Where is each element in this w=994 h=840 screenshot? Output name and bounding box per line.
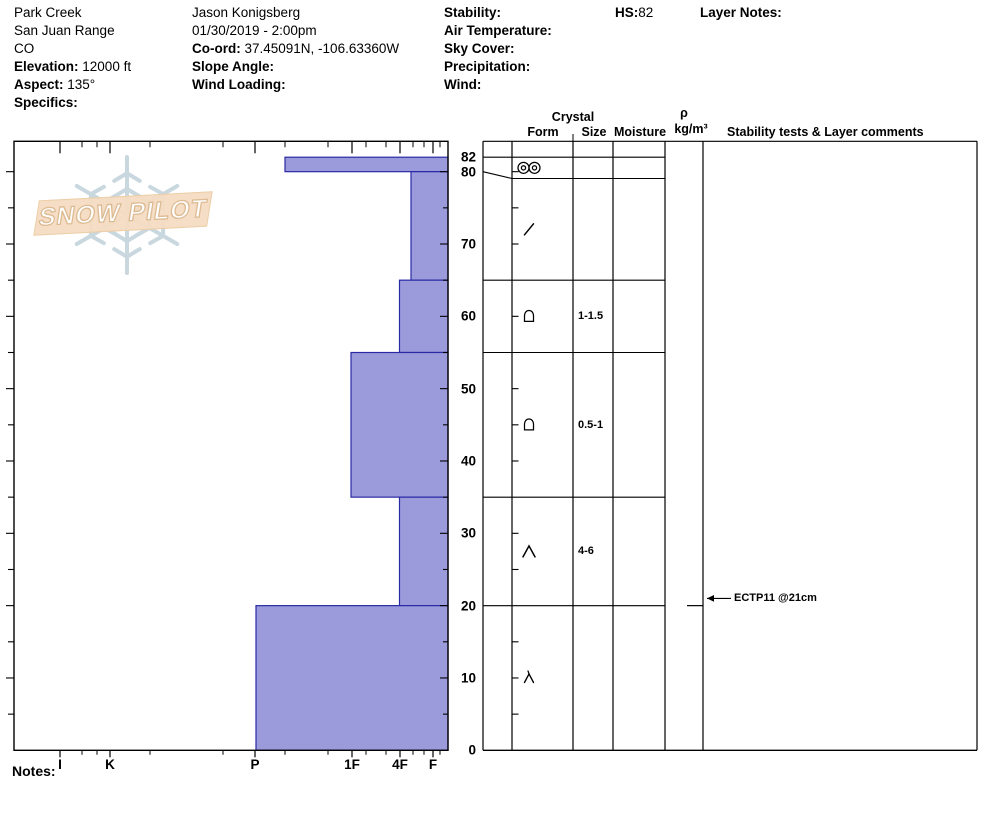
hardness-axis-label: P (250, 757, 260, 772)
hardness-axis-label: K (105, 757, 115, 772)
column-header-stability-tests: Stability tests & Layer comments (727, 125, 924, 139)
specifics-label: Specifics: (14, 95, 78, 110)
layer-bar (410, 171, 449, 281)
crystal-form-icon-dome-square (523, 418, 535, 431)
layer-bar (350, 351, 449, 498)
precipitation-label: Precipitation: (444, 59, 531, 74)
depth-axis-label: 30 (460, 525, 476, 541)
grain-size-value: 1-1.5 (578, 310, 604, 323)
air-temperature-row: Air Temperature: (444, 22, 552, 40)
site-name: Park Creek (14, 5, 82, 20)
grain-size-value: 4-6 (578, 545, 594, 558)
hardness-axis-label: 1F (344, 757, 360, 772)
column-header-size: Size (581, 125, 607, 139)
layer-boundary-line (482, 171, 665, 180)
precipitation-row: Precipitation: (444, 58, 552, 76)
aspect-label: Aspect: (14, 77, 64, 92)
state: CO (14, 41, 35, 56)
wind-label: Wind: (444, 77, 482, 92)
elevation-label: Elevation: (14, 59, 79, 74)
layer-bar (398, 279, 449, 354)
crystal-form-icon-part (523, 672, 535, 684)
crystal-form-icon-caret-tick (523, 670, 535, 684)
depth-axis-label: 20 (460, 598, 476, 614)
observation-datetime: 01/30/2019 - 2:00pm (192, 23, 317, 38)
elevation-row: Elevation: 12000 ft (14, 58, 131, 76)
notes-label: Notes: (12, 763, 56, 779)
crystal-form-icon-part (523, 309, 535, 322)
crystal-form-icon-part (527, 670, 530, 675)
crystal-form-icon-double-circles (517, 161, 541, 174)
crystal-form-icon-part (531, 165, 538, 171)
depth-axis-label: 70 (460, 236, 476, 252)
depth-axis-label: 82 (460, 149, 476, 165)
layer-bar (398, 496, 449, 607)
wind-row: Wind: (444, 76, 552, 94)
layer-notes-label: Layer Notes: (700, 5, 782, 20)
sky-cover-row: Sky Cover: (444, 40, 552, 58)
slope-angle-label: Slope Angle: (192, 59, 275, 74)
crystal-form-icon-part (523, 223, 535, 236)
column-header-crystal: Crystal (551, 110, 595, 124)
depth-axis-label: 10 (460, 670, 476, 686)
column-header-form: Form (527, 125, 559, 139)
hs-label: HS: (615, 5, 639, 20)
layer-bar (255, 605, 449, 751)
aspect-value: 135° (67, 77, 96, 92)
column-header-density-symbol: ρ (680, 106, 688, 120)
wind-loading-label: Wind Loading: (192, 77, 286, 92)
crystal-form-icon-part (523, 418, 535, 431)
grain-size-value: 0.5-1 (578, 418, 604, 431)
crystal-form-icon-caret (522, 544, 536, 558)
header-observer-block: Jason Konigsberg 01/30/2019 - 2:00pm Co-… (192, 4, 399, 94)
crystal-form-icon-dome-square (523, 309, 535, 322)
hs-value: 82 (638, 5, 654, 20)
test-arrow-head (707, 595, 714, 602)
column-header-moisture: Moisture (613, 125, 667, 139)
stability-test-label: ECTP11 @21cm (734, 592, 817, 605)
air-temperature-label: Air Temperature: (444, 23, 552, 38)
coordinates-row: Co-ord: 37.45091N, -106.63360W (192, 40, 399, 58)
hardness-axis-label: F (428, 757, 438, 772)
crystal-form-icon-part (520, 165, 527, 171)
mountain-range: San Juan Range (14, 23, 115, 38)
header-conditions-block: Stability: Air Temperature: Sky Cover: P… (444, 4, 552, 94)
depth-axis-label: 40 (460, 453, 476, 469)
layer-bar (284, 156, 449, 173)
observer-name: Jason Konigsberg (192, 5, 301, 20)
depth-axis-label: 0 (468, 742, 476, 758)
snow-height-row: HS:82 (615, 4, 653, 22)
slope-angle-row: Slope Angle: (192, 58, 399, 76)
elevation-value: 12000 ft (82, 59, 132, 74)
crystal-form-icon-part (522, 544, 536, 558)
stability-row: Stability: (444, 4, 552, 22)
snowflake-branch (112, 213, 142, 275)
hardness-axis-label: 4F (392, 757, 408, 772)
stability-label: Stability: (444, 5, 502, 20)
depth-axis-label: 60 (460, 308, 476, 324)
depth-axis-label: 80 (460, 164, 476, 180)
crystal-form-icon-part (517, 161, 530, 174)
column-header-density-units: kg/m³ (674, 122, 708, 136)
wind-loading-row: Wind Loading: (192, 76, 399, 94)
depth-axis-label: 50 (460, 381, 476, 397)
coord-label: Co-ord: (192, 41, 241, 56)
coord-value: 37.45091N, -106.63360W (244, 41, 400, 56)
layer-notes-row: Layer Notes: (700, 4, 782, 22)
specifics-row: Specifics: (14, 94, 131, 112)
aspect-row: Aspect: 135° (14, 76, 131, 94)
chart-frame (13, 140, 449, 752)
hardness-axis-label: I (58, 757, 62, 772)
sky-cover-label: Sky Cover: (444, 41, 515, 56)
crystal-form-icon-slash (523, 223, 535, 236)
crystal-form-icon-part (528, 161, 541, 174)
header-location-block: Park Creek San Juan Range CO Elevation: … (14, 4, 131, 112)
snowflake-branch (112, 155, 142, 217)
